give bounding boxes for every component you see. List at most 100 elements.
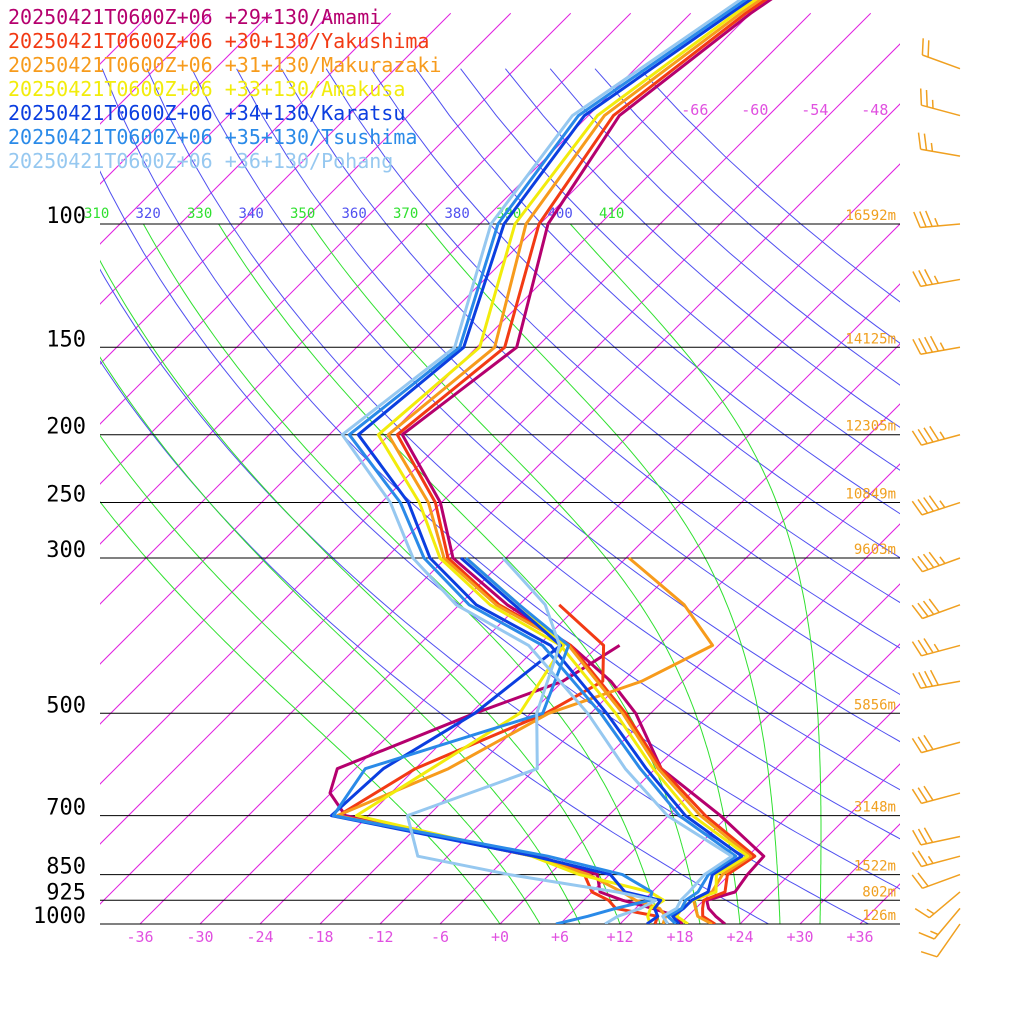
wind-barb-350 [911, 598, 961, 620]
isotherm-line [100, 43, 900, 845]
pressure-label-850: 850 [46, 855, 86, 880]
wind-barb-950 [918, 907, 961, 940]
pressure-label-150: 150 [46, 327, 86, 352]
wind-barb-300 [911, 551, 961, 573]
temperature-line-karatsu [356, 0, 753, 924]
dry-adiabat-line [100, 170, 900, 890]
wind-barb-120 [912, 269, 961, 288]
temperature-line-pohang [340, 0, 743, 924]
series-pohang [340, 0, 743, 924]
isotherm-line [439, 463, 900, 924]
x-tick-label-0: +0 [491, 928, 509, 946]
legend-entry-yakushima: 20250421T0600Z+06 +30+130/Yakushima [8, 29, 429, 53]
wind-barb-150 [912, 335, 961, 355]
legend-entry-makurazaki: 20250421T0600Z+06 +31+130/Makurazaki [8, 53, 441, 77]
top-isotherm-label-66: -66 [681, 101, 708, 119]
pressure-label-925: 925 [46, 880, 86, 905]
height-label-100: 16592m [845, 208, 896, 224]
dry-adiabat-line [191, 68, 900, 743]
dry-adiabat-line [100, 360, 770, 924]
isotherm-line [679, 703, 900, 924]
isotherm-line [199, 223, 900, 924]
dewpoint-line-pohang [405, 556, 658, 924]
wind-barb-250 [911, 495, 961, 516]
dry-adiabat-line [100, 268, 870, 924]
x-tick-label-24: -24 [246, 928, 273, 946]
wind-barb-1000 [920, 923, 961, 958]
x-tick-label-12: -12 [366, 928, 393, 946]
wind-barb-80 [917, 132, 961, 157]
isotherm-line [319, 343, 900, 924]
theta-label-310: 310 [84, 206, 109, 222]
dry-adiabat-line [415, 68, 900, 515]
pressure-label-700: 700 [46, 796, 86, 821]
legend: 20250421T0600Z+06 +29+130/Amami20250421T… [8, 5, 441, 173]
top-isotherm-label-54: -54 [801, 101, 828, 119]
dry-adiabat-line [236, 68, 900, 696]
pressure-label-300: 300 [46, 538, 86, 563]
pressure-label-250: 250 [46, 483, 86, 508]
theta-label-410: 410 [599, 206, 624, 222]
wind-barb-70 [919, 88, 961, 117]
height-label-200: 12305m [845, 419, 896, 435]
wind-barb-800 [911, 850, 961, 868]
theta-label-360: 360 [342, 206, 367, 222]
wind-barb-850 [911, 872, 961, 890]
theta-label-370: 370 [393, 206, 418, 222]
theta-label-400: 400 [548, 206, 573, 222]
top-isotherm-label-48: -48 [861, 101, 888, 119]
sounding-profiles [328, 0, 773, 924]
theta-label-340: 340 [239, 206, 264, 222]
isotherm-line [100, 12, 272, 185]
isotherm-line [100, 12, 812, 725]
x-tick-label-6: +6 [551, 928, 569, 946]
wind-barb-650 [911, 785, 961, 805]
pressure-label-100: 100 [46, 204, 86, 229]
legend-entry-tsushima: 20250421T0600Z+06 +35+130/Tsushima [8, 125, 417, 149]
dewpoint-line-tsushima [331, 556, 654, 924]
isotherm-line [100, 12, 452, 365]
x-tick-label-18: -18 [306, 928, 333, 946]
isotherm-line [559, 583, 900, 924]
dry-adiabat-line [146, 68, 900, 791]
height-label-700: 3148m [854, 800, 896, 816]
top-isotherm-labels: -66 -60 -54 -48 [681, 101, 888, 119]
isobar-lines [100, 223, 900, 925]
theta-label-320: 320 [136, 206, 161, 222]
theta-label-350: 350 [290, 206, 315, 222]
isotherm-line [499, 523, 900, 924]
wind-barbs [911, 38, 961, 958]
wind-barb-400 [911, 638, 961, 657]
wind-barb-450 [912, 669, 961, 689]
wind-barb-60 [921, 38, 961, 70]
wind-barb-200 [911, 425, 961, 446]
theta-label-330: 330 [187, 206, 212, 222]
top-isotherm-label-60: -60 [741, 101, 768, 119]
isotherm-line [100, 12, 632, 545]
dry-adiabat-line [370, 68, 900, 559]
wind-barb-100 [913, 210, 961, 229]
isotherm-line [100, 12, 332, 245]
dry-adiabat-line [280, 68, 900, 649]
temperature-line-amami [400, 0, 773, 924]
pressure-label-1000: 1000 [33, 904, 86, 929]
x-tick-label-12: +12 [606, 928, 633, 946]
dry-adiabat-line [325, 68, 900, 604]
isotherm-line [100, 12, 392, 305]
legend-entry-amakusa: 20250421T0600Z+06 +33+130/Amakusa [8, 77, 405, 101]
pressure-label-200: 200 [46, 415, 86, 440]
x-tick-label-36: -36 [126, 928, 153, 946]
height-label-925: 802m [862, 884, 896, 900]
isotherm-line [139, 163, 900, 924]
x-tick-label-18: +18 [666, 928, 693, 946]
legend-entry-amami: 20250421T0600Z+06 +29+130/Amami [8, 5, 381, 29]
height-label-1000: 126m [862, 908, 896, 924]
temperature-line-tsushima [347, 0, 748, 924]
x-tick-label-24: +24 [726, 928, 753, 946]
height-labels: 16592m 14125m 12305m 10849m 9603m 5856m 3148m 1… [845, 208, 896, 924]
isotherm-line [100, 12, 512, 425]
wind-barb-900 [914, 891, 961, 919]
pressure-label-500: 500 [46, 693, 86, 718]
